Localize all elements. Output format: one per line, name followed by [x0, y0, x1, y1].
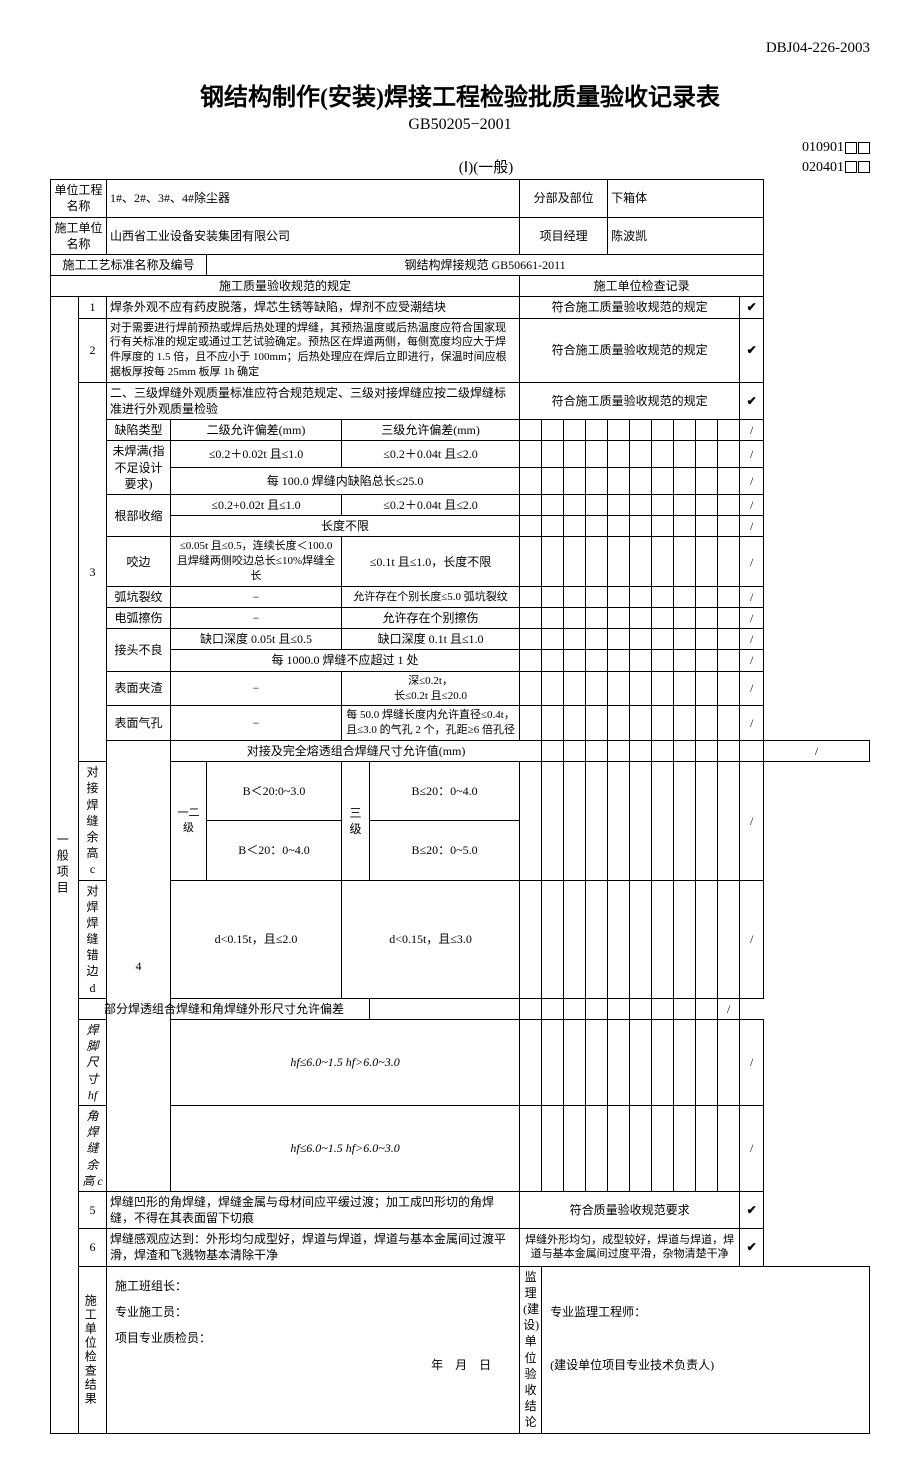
table-row: 角焊缝余高 c hf≤6.0~1.5 hf>6.0~3.0 / [51, 1105, 870, 1191]
table-row: 2 对于需要进行焊前预热或焊后热处理的焊缝，其预热温度或后热温度应符合国家现行有… [51, 318, 870, 382]
doc-code: DBJ04-226-2003 [50, 40, 870, 57]
table-row: 3 二、三级焊缝外观质量标准应符合规范规定、三级对接焊缝应按二级焊缝标准进行外观… [51, 382, 870, 419]
page-title: 钢结构制作(安装)焊接工程检验批质量验收记录表 [50, 77, 870, 112]
table-row: 缺陷类型 二级允许偏差(mm) 三级允许偏差(mm) / [51, 420, 870, 441]
table-row: 根部收缩 ≤0.2+0.02t 且≤1.0 ≤0.2＋0.04t 且≤2.0 / [51, 495, 870, 516]
table-row: 4 对接及完全熔透组合焊缝尺寸允许值(mm) / [51, 741, 870, 762]
standard-code: GB50205−2001 [50, 116, 870, 134]
footer-row: 施工单位检查结果 施工班组长： 专业施工员： 项目专业质检员： 年 月 日 监理… [51, 1266, 870, 1433]
table-row: 表面夹渣 − 深≤0.2t， 长≤0.2t 且≤20.0 / [51, 671, 870, 706]
table-row: 弧坑裂纹 − 允许存在个别长度≤5.0 弧坑裂纹 / [51, 586, 870, 607]
table-row: 5 焊缝凹形的角焊缝，焊缝金属与母材间应平缓过渡；加工成凹形切的角焊缝，不得在其… [51, 1191, 870, 1228]
table-row: 部分焊透组合焊缝和角焊缝外形尺寸允许偏差 / [51, 998, 870, 1019]
info-row-3: 施工工艺标准名称及编号 钢结构焊接规范 GB50661-2011 [51, 254, 870, 275]
table-row: 接头不良 缺口深度 0.05t 且≤0.5 缺口深度 0.1t 且≤1.0 / [51, 629, 870, 650]
table-row: 电弧擦伤 − 允许存在个别擦伤 / [51, 608, 870, 629]
side-label: 一般项目 [54, 833, 70, 897]
table-row: 一般项目 1 焊条外观不应有药皮脱落，焊芯生锈等缺陷，焊剂不应受潮结块 符合施工… [51, 297, 870, 318]
table-row: 6 焊缝感观应达到：外形均匀成型好，焊道与焊道，焊道与基本金属间过渡平滑，焊渣和… [51, 1229, 870, 1266]
table-row: 对焊焊缝错边 d d<0.15t，且≤2.0 d<0.15t，且≤3.0 / [51, 880, 870, 998]
column-headers: 施工质量验收规范的规定 施工单位检查记录 [51, 276, 870, 297]
table-row: 每 1000.0 焊缝不应超过 1 处 / [51, 650, 870, 671]
form-codes: 010901 020401 [802, 138, 870, 177]
table-row: 咬边 ≤0.05t 且≤0.5，连续长度＜100.0 且焊缝两侧咬边总长≤10%… [51, 537, 870, 587]
table-row: 长度不限 / [51, 516, 870, 537]
table-row: 对接焊缝余高 c 一二级 B＜20:0~3.0 三级 B≤20：0~4.0 / [51, 762, 870, 821]
table-row: 表面气孔 − 每 50.0 焊缝长度内允许直径≤0.4t，且≤3.0 的气孔 2… [51, 706, 870, 741]
table-row: 未焊满(指不足设计要求) ≤0.2＋0.02t 且≤1.0 ≤0.2＋0.04t… [51, 441, 870, 468]
info-row-2: 施工单位名称 山西省工业设备安装集团有限公司 项目经理 陈波凯 [51, 217, 870, 254]
main-table: 单位工程名称 1#、2#、3#、4#除尘器 分部及部位 下箱体 施工单位名称 山… [50, 179, 870, 1433]
table-row: 每 100.0 焊缝内缺陷总长≤25.0 / [51, 468, 870, 495]
sub-label: (Ⅰ)(一般) [170, 156, 802, 177]
info-row-1: 单位工程名称 1#、2#、3#、4#除尘器 分部及部位 下箱体 [51, 180, 870, 217]
table-row: 焊脚尺寸 hf hf≤6.0~1.5 hf>6.0~3.0 / [51, 1020, 870, 1106]
